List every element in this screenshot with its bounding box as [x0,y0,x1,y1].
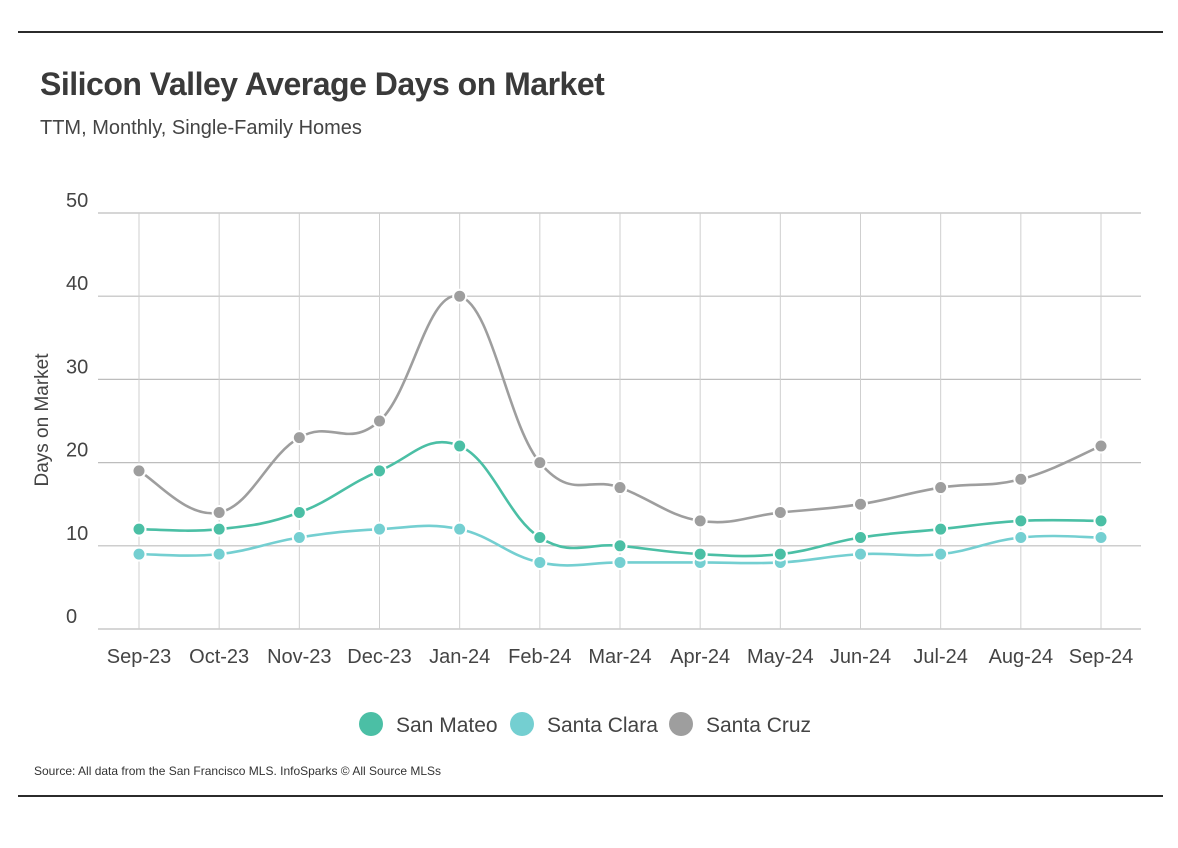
chart-title: Silicon Valley Average Days on Market [40,66,605,102]
series-san-mateo [131,438,1109,562]
y-tick-label: 30 [66,356,88,378]
data-point-santa-clara [933,546,949,562]
data-point-santa-clara [291,529,307,545]
data-point-san-mateo [211,521,227,537]
top-rule [18,31,1163,33]
data-point-san-mateo [131,521,147,537]
data-point-san-mateo [772,546,788,562]
bottom-rule [18,795,1163,797]
legend-item-san-mateo: San Mateo [359,712,498,737]
data-point-santa-cruz [452,288,468,304]
y-tick-label: 20 [66,440,88,462]
chart-subtitle: TTM, Monthly, Single-Family Homes [40,117,362,139]
source-note: Source: All data from the San Francisco … [34,764,442,778]
data-point-santa-clara [372,521,387,537]
data-point-san-mateo [532,529,548,545]
x-tick-label: Mar-24 [588,646,651,668]
x-tick-label: Sep-23 [107,646,172,668]
legend-label: Santa Clara [547,714,658,737]
data-point-san-mateo [933,521,949,537]
x-tick-label: Jan-24 [429,646,490,668]
data-point-san-mateo [291,505,307,521]
legend-label: Santa Cruz [706,714,811,737]
x-tick-label: Sep-24 [1069,646,1134,668]
series-santa-cruz [131,288,1109,529]
x-axis-ticks: Sep-23 Oct-23 Nov-23 Dec-23 Jan-24 Feb-24 Mar-… [107,646,1134,668]
x-tick-label: May-24 [747,646,814,668]
x-tick-label: Oct-23 [189,646,249,668]
data-point-san-mateo [692,546,708,562]
data-point-santa-cruz [291,430,307,446]
data-point-san-mateo [853,529,868,545]
data-point-san-mateo [1093,513,1109,529]
data-point-santa-cruz [372,413,387,429]
data-point-santa-clara [211,546,227,562]
legend-item-santa-clara: Santa Clara [510,712,658,737]
data-point-santa-clara [612,554,628,570]
x-tick-label: Jun-24 [830,646,891,668]
data-point-santa-clara [131,546,147,562]
x-tick-label: Feb-24 [508,646,571,668]
data-point-santa-clara [1013,529,1029,545]
data-point-santa-cruz [1093,438,1109,454]
data-point-santa-cruz [532,455,548,471]
data-point-santa-cruz [933,480,949,496]
data-point-san-mateo [1013,513,1029,529]
x-tick-label: Jul-24 [913,646,967,668]
data-point-santa-cruz [853,496,868,512]
x-tick-label: Nov-23 [267,646,331,668]
y-tick-label: 0 [66,606,77,628]
legend-marker [359,712,383,736]
legend-marker [669,712,693,736]
legend: San Mateo Santa Clara Santa Cruz [359,712,811,737]
y-axis-label: Days on Market [32,353,53,487]
series-santa-clara [131,521,1109,570]
data-point-san-mateo [612,538,628,554]
legend-item-santa-cruz: Santa Cruz [669,712,811,737]
x-tick-label: Apr-24 [670,646,730,668]
data-point-santa-cruz [211,505,227,521]
grid [98,212,1141,630]
x-tick-label: Dec-23 [347,646,411,668]
legend-marker [510,712,534,736]
data-point-santa-clara [532,554,548,570]
y-tick-label: 10 [66,523,88,545]
data-point-santa-clara [452,521,468,537]
y-tick-label: 50 [66,190,88,212]
data-point-santa-cruz [692,513,708,529]
data-point-santa-cruz [772,505,788,521]
data-point-san-mateo [452,438,468,454]
series-group [131,288,1109,570]
y-tick-label: 40 [66,273,88,295]
x-tick-label: Aug-24 [989,646,1054,668]
data-point-santa-clara [1093,529,1109,545]
legend-label: San Mateo [396,714,498,737]
y-axis-ticks: 0 10 20 30 40 50 [66,190,88,628]
data-point-santa-cruz [1013,471,1029,487]
data-point-santa-cruz [612,480,628,496]
data-point-santa-cruz [131,463,147,479]
data-point-santa-clara [853,546,868,562]
data-point-san-mateo [372,463,387,479]
